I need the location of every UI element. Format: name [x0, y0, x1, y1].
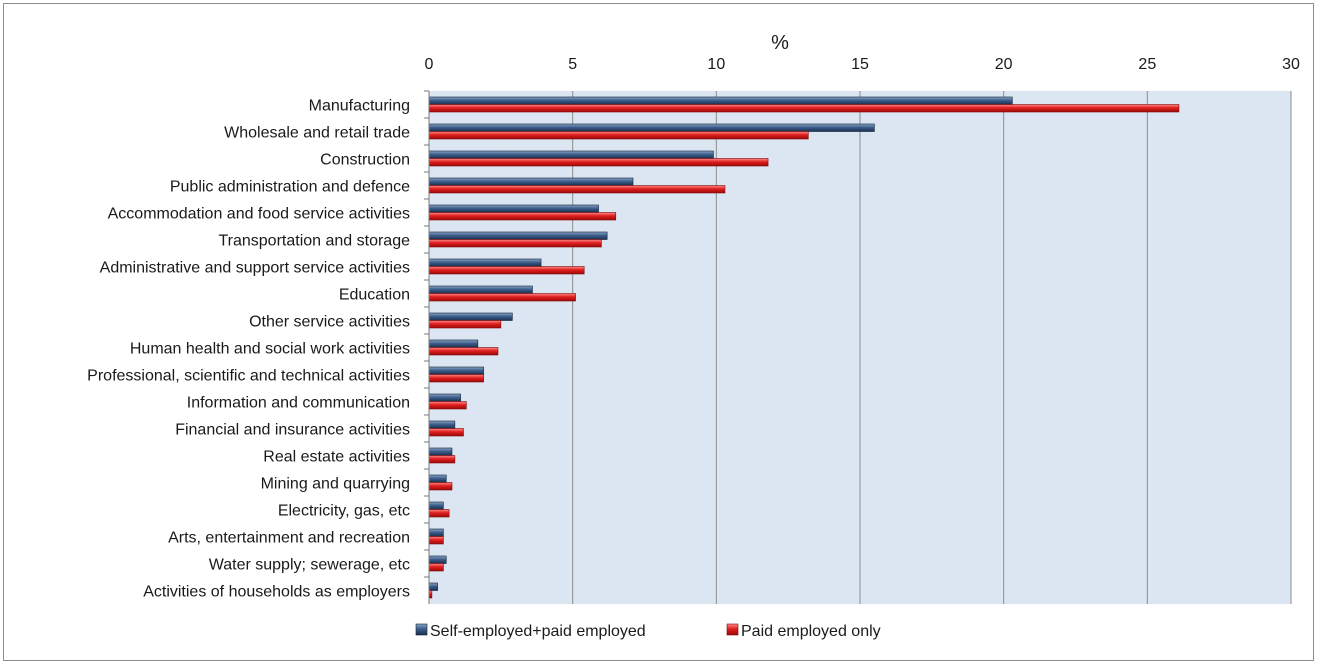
bar-paid-employed [428, 455, 456, 464]
bar-self-employed [428, 474, 447, 483]
category-label: Professional, scientific and technical a… [87, 368, 410, 385]
bar-self-employed [428, 582, 438, 591]
bar-paid-employed [428, 239, 602, 248]
legend: Self-employed+paid employed Paid employe… [415, 623, 881, 640]
x-tick-label: 30 [1282, 56, 1300, 73]
bar-paid-employed [428, 158, 769, 167]
bar-self-employed [428, 312, 513, 321]
category-label: Transportation and storage [218, 233, 410, 250]
bar-paid-employed [428, 482, 453, 491]
bar-paid-employed [428, 131, 809, 140]
bar-self-employed [428, 150, 714, 159]
category-label: Construction [320, 152, 410, 169]
bar-self-employed [428, 177, 634, 186]
bar-paid-employed [428, 185, 726, 194]
category-labels: Manufacturing Wholesale and retail trade C… [87, 90, 429, 601]
x-tick-label: 25 [1138, 56, 1156, 73]
bar-self-employed [428, 555, 447, 564]
bar-paid-employed [428, 347, 499, 356]
bar-paid-employed [428, 374, 484, 383]
category-label: Administrative and support service activ… [100, 260, 410, 277]
bar-self-employed [428, 339, 479, 348]
bar-paid-employed [428, 266, 585, 275]
bar-paid-employed [428, 509, 450, 518]
category-label: Real estate activities [263, 449, 410, 466]
legend-swatch-paid-employed [726, 623, 739, 636]
bar-self-employed [428, 393, 461, 402]
legend-swatch-self-employed [415, 623, 428, 636]
bar-self-employed [428, 231, 608, 240]
bar-paid-employed [428, 320, 502, 329]
category-label: Arts, entertainment and recreation [168, 530, 410, 547]
bar-paid-employed [428, 212, 617, 221]
bars [428, 96, 1180, 599]
x-tick-label: 15 [851, 56, 869, 73]
bar-self-employed [428, 204, 599, 213]
category-label: Manufacturing [309, 98, 410, 115]
legend-label-self-employed: Self-employed+paid employed [430, 623, 646, 640]
bar-self-employed [428, 123, 875, 132]
category-label: Information and communication [187, 395, 410, 412]
bar-self-employed [428, 420, 456, 429]
bar-paid-employed [428, 428, 464, 437]
bar-paid-employed [428, 563, 444, 572]
x-tick-label: 10 [707, 56, 725, 73]
x-axis-title: % [771, 32, 789, 54]
bar-chart: 0 5 10 15 20 25 30 % Manufacturing Wholesale an… [87, 32, 1300, 640]
bar-self-employed [428, 501, 444, 510]
bar-paid-employed [428, 536, 444, 545]
category-label: Mining and quarrying [261, 476, 410, 493]
category-label: Electricity, gas, etc [278, 503, 410, 520]
bar-self-employed [428, 285, 533, 294]
bar-paid-employed [428, 401, 467, 410]
bar-paid-employed [428, 104, 1180, 113]
bar-paid-employed [428, 293, 576, 302]
category-label: Wholesale and retail trade [224, 125, 410, 142]
x-tick-label: 0 [425, 56, 434, 73]
bar-self-employed [428, 528, 444, 537]
x-tick-label: 5 [568, 56, 577, 73]
x-tick-label: 20 [995, 56, 1013, 73]
category-label: Public administration and defence [170, 179, 410, 196]
bar-self-employed [428, 96, 1013, 105]
category-label: Water supply; sewerage, etc [209, 557, 410, 574]
category-label: Financial and insurance activities [175, 422, 410, 439]
chart-frame: 0 5 10 15 20 25 30 % Manufacturing Wholesale an… [3, 3, 1314, 661]
bar-self-employed [428, 258, 542, 267]
x-axis-tick-labels: 0 5 10 15 20 25 30 [425, 56, 1300, 73]
legend-label-paid-employed: Paid employed only [741, 623, 881, 640]
category-label: Other service activities [249, 314, 410, 331]
category-label: Accommodation and food service activitie… [108, 206, 410, 223]
category-label: Human health and social work activities [130, 341, 410, 358]
bar-self-employed [428, 366, 484, 375]
bar-self-employed [428, 447, 453, 456]
category-label: Education [339, 287, 410, 304]
category-label: Activities of households as employers [143, 584, 410, 601]
